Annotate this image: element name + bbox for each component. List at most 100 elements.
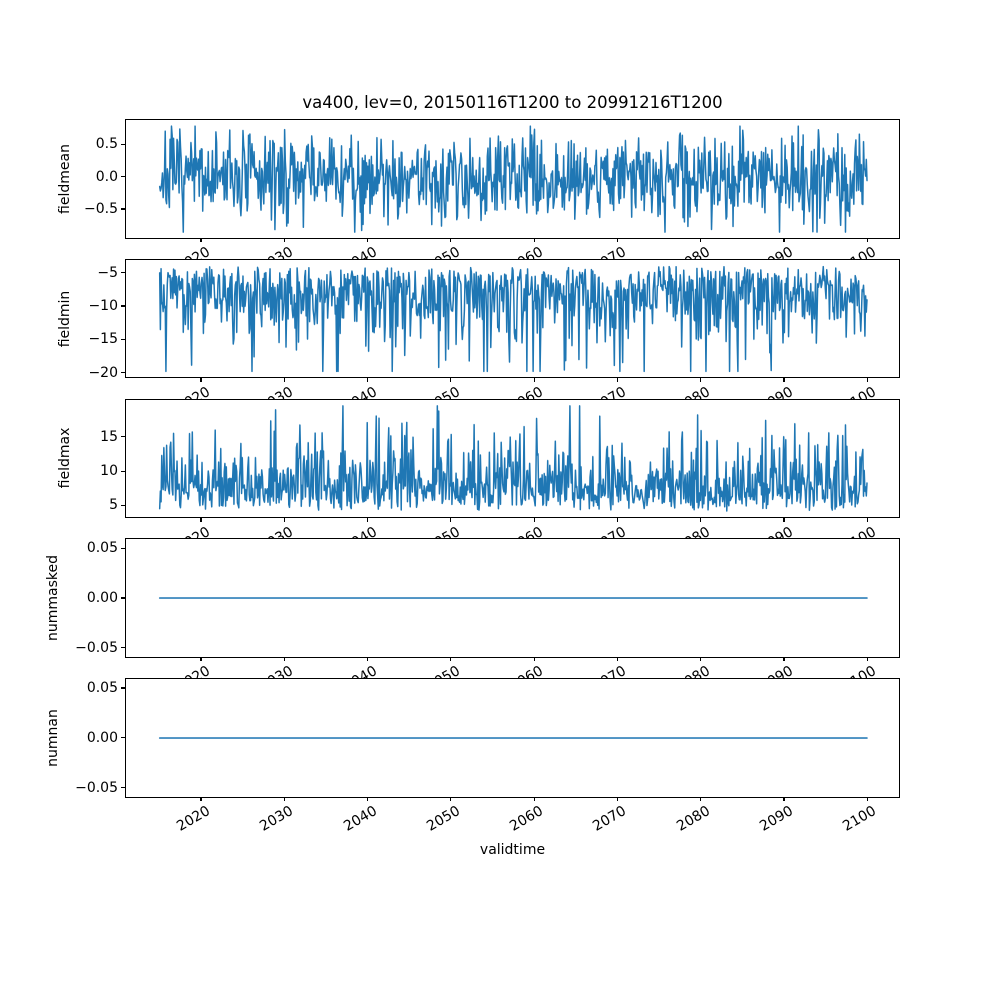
x-tick-mark (783, 518, 785, 522)
x-tick-label: 2090 (757, 384, 796, 399)
y-tick-mark (121, 208, 125, 210)
y-axis-label-numnan: numnan (45, 708, 61, 767)
y-tick-mark (121, 143, 125, 145)
x-tick-label: 2090 (757, 803, 797, 835)
x-tick-label: 2040 (341, 384, 380, 399)
y-tick-mark (121, 647, 125, 649)
x-tick-mark (700, 797, 702, 801)
x-tick-mark (450, 378, 452, 382)
x-tick-label: 2030 (257, 384, 296, 399)
x-tick-label: 2100 (840, 524, 879, 539)
x-tick-label: 2070 (591, 524, 630, 539)
y-tick-label: −5 (97, 264, 118, 281)
x-tick-label: 2050 (424, 663, 463, 678)
y-tick-mark (121, 176, 125, 178)
x-tick-label: 2040 (341, 524, 380, 539)
plot-canvas-nummasked (126, 539, 899, 657)
x-tick-label: 2040 (341, 244, 380, 259)
x-tick-mark (783, 238, 785, 242)
x-tick-mark (866, 657, 868, 662)
x-tick-label: 2040 (341, 663, 380, 678)
y-tick-label: −0.5 (84, 201, 118, 217)
x-tick-label: 2060 (507, 384, 546, 399)
x-axis-tick-strip: 2020 2030 2040 2050 2060 2070 2080 2090 2100 (60, 797, 940, 840)
y-axis-label-fieldmean: fieldmean (57, 143, 73, 214)
x-tick-mark (866, 238, 868, 242)
x-tick-label: 2020 (174, 803, 213, 835)
x-tick-mark (866, 378, 868, 382)
x-tick-label: 2020 (174, 524, 213, 539)
x-tick-label: 2100 (840, 244, 879, 259)
subplot-fieldmean (125, 119, 900, 239)
x-tick-label: 2030 (257, 244, 296, 259)
x-tick-label: 2060 (507, 524, 546, 539)
x-tick-label: 2080 (673, 803, 713, 835)
x-tick-mark (366, 518, 369, 522)
x-tick-label: 2080 (674, 244, 713, 259)
x-tick-mark (200, 378, 202, 382)
x-tick-mark (283, 518, 285, 522)
x-tick-label: 2020 (174, 663, 213, 678)
x-tick-label: 2020 (174, 244, 213, 259)
x-tick-label: 2090 (757, 244, 796, 259)
y-tick-label: −10 (88, 298, 118, 315)
y-tick-mark (121, 272, 125, 274)
y-tick-mark (121, 436, 125, 438)
y-tick-mark (121, 737, 125, 739)
y-tick-label: 15 (100, 428, 118, 445)
x-tick-label: 2100 (840, 663, 879, 678)
x-tick-mark (533, 797, 535, 801)
x-axis-tick-strip-clipped: 2020 2030 2040 2050 2060 2070 2080 2090 2100 (60, 378, 940, 399)
y-tick-label: 0.05 (86, 540, 118, 557)
x-tick-label: 2080 (674, 384, 713, 399)
x-tick-mark (533, 657, 535, 662)
x-tick-label: 2070 (590, 803, 630, 835)
x-tick-label: 2020 (174, 384, 213, 399)
y-tick-label: −0.05 (75, 779, 118, 796)
x-tick-mark (200, 797, 202, 801)
plot-canvas-numnan (126, 679, 899, 797)
x-tick-mark (783, 378, 785, 382)
x-tick-mark (616, 797, 619, 801)
x-tick-mark (450, 657, 452, 662)
x-tick-label: 2050 (423, 803, 463, 835)
x-axis-tick-strip-clipped: 2020 2030 2040 2050 2060 2070 2080 2090 2100 (60, 238, 940, 259)
y-tick-mark (121, 597, 125, 599)
x-tick-label: 2100 (840, 803, 880, 835)
y-tick-mark (121, 687, 125, 689)
y-tick-mark (121, 372, 125, 374)
subplot-numnan (125, 678, 900, 798)
x-tick-mark (700, 238, 702, 242)
plot-canvas-fieldmax (126, 399, 899, 517)
x-tick-mark (450, 238, 452, 242)
x-tick-label: 2070 (591, 384, 630, 399)
chart-title: va400, lev=0, 20150116T1200 to 20991216T… (302, 93, 723, 112)
x-tick-mark (616, 238, 619, 242)
plot-canvas-fieldmin (126, 259, 899, 378)
x-tick-mark (700, 657, 702, 662)
x-tick-mark (283, 378, 285, 382)
x-axis-tick-strip-clipped: 2020 2030 2040 2050 2060 2070 2080 2090 2100 (60, 518, 940, 538)
x-tick-mark (283, 797, 285, 801)
x-tick-mark (533, 378, 535, 382)
y-axis-label-fieldmax: fieldmax (57, 427, 73, 489)
x-axis-tick-strip-clipped: 2020 2030 2040 2050 2060 2070 2080 2090 2100 (60, 657, 940, 678)
y-tick-label: 5 (109, 497, 118, 514)
x-tick-label: 2100 (840, 384, 879, 399)
x-tick-label: 2050 (424, 384, 463, 399)
x-tick-mark (366, 657, 369, 662)
y-tick-label: 0.5 (95, 136, 118, 153)
x-tick-mark (366, 797, 369, 801)
x-tick-label: 2070 (591, 244, 630, 259)
x-tick-mark (533, 238, 535, 242)
x-tick-label: 2070 (591, 663, 630, 678)
y-tick-label: 0.00 (86, 590, 118, 606)
x-tick-mark (283, 657, 285, 662)
subplot-fieldmin (125, 258, 900, 379)
x-tick-label: 2060 (507, 663, 546, 678)
y-tick-label: −0.05 (75, 639, 118, 656)
y-tick-mark (121, 504, 125, 507)
x-tick-mark (866, 518, 868, 522)
x-tick-label: 2080 (674, 524, 713, 539)
